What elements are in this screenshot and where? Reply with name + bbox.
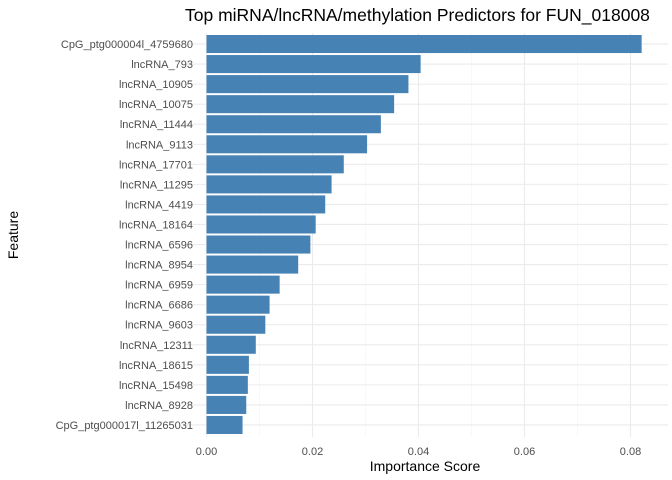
y-tick-label: CpG_ptg000017l_11265031 — [56, 420, 193, 432]
bar — [206, 275, 280, 294]
bar — [206, 395, 247, 414]
y-tick-label: lncRNA_11295 — [120, 179, 193, 191]
bar — [206, 155, 344, 174]
y-tick-label: lncRNA_6596 — [125, 240, 193, 252]
bar — [206, 315, 266, 334]
y-tick-label: lncRNA_18615 — [119, 360, 193, 372]
y-tick-label: lncRNA_9113 — [126, 139, 193, 151]
y-tick-label: lncRNA_12311 — [120, 340, 193, 352]
x-axis-title: Importance Score — [370, 458, 481, 474]
bar — [206, 255, 299, 274]
y-tick-label: lncRNA_18164 — [119, 219, 193, 231]
bars — [206, 35, 642, 434]
bar — [206, 95, 395, 114]
y-tick-label: lncRNA_10075 — [119, 99, 193, 111]
y-tick-label: lncRNA_4419 — [125, 199, 193, 211]
bar — [206, 55, 421, 74]
y-tick-label: lncRNA_8928 — [125, 400, 193, 412]
x-tick-label: 0.06 — [514, 446, 535, 458]
y-tick-label: lncRNA_6959 — [125, 280, 193, 292]
x-tick-label: 0.04 — [408, 446, 429, 458]
bar — [206, 115, 381, 134]
bar — [206, 175, 332, 194]
chart-title: Top miRNA/lncRNA/methylation Predictors … — [185, 5, 650, 26]
y-tick-labels: CpG_ptg000004l_4759680 lncRNA_793 lncRNA_1… — [56, 39, 193, 432]
y-tick-label: lncRNA_17701 — [119, 159, 193, 171]
y-tick-label: lncRNA_793 — [131, 59, 193, 71]
y-tick-label: lncRNA_6686 — [125, 300, 193, 312]
x-tick-labels: 0.00 0.02 0.04 0.06 0.08 — [196, 446, 641, 458]
bar — [206, 75, 409, 94]
bar — [206, 235, 311, 254]
bar — [206, 375, 248, 394]
bar — [206, 335, 256, 354]
x-tick-label: 0.02 — [302, 446, 323, 458]
y-axis-title: Feature — [5, 211, 21, 259]
bar — [206, 415, 243, 434]
y-tick-label: lncRNA_9603 — [125, 320, 193, 332]
y-tick-label: CpG_ptg000004l_4759680 — [61, 39, 193, 51]
bar — [206, 355, 249, 374]
bar — [206, 295, 270, 314]
bar — [206, 195, 326, 214]
y-tick-label: lncRNA_11444 — [120, 119, 193, 131]
y-tick-label: lncRNA_10905 — [119, 79, 193, 91]
bar — [206, 135, 368, 154]
x-tick-label: 0.00 — [196, 446, 217, 458]
bar — [206, 215, 316, 234]
bar — [206, 35, 642, 54]
y-tick-label: lncRNA_8954 — [125, 260, 193, 272]
x-tick-label: 0.08 — [620, 446, 641, 458]
y-tick-label: lncRNA_15498 — [119, 380, 193, 392]
